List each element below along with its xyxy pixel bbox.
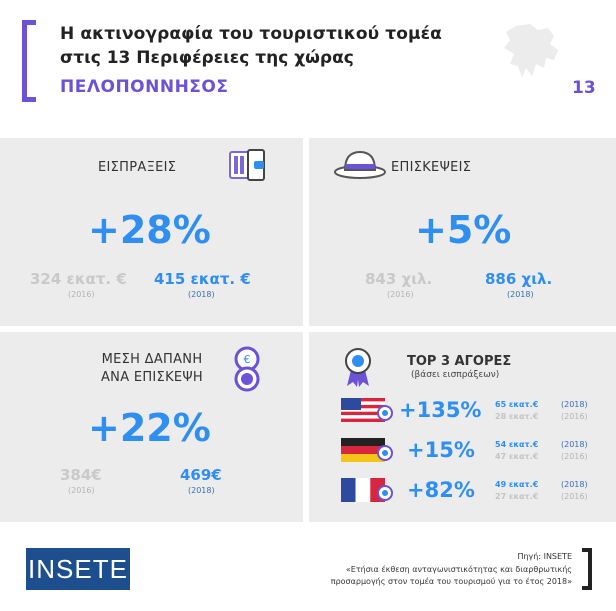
market-value-2016: 27 εκατ.€ xyxy=(495,492,539,501)
peloponnese-map-icon xyxy=(504,24,558,78)
footer-bracket xyxy=(582,548,592,590)
receipts-change: +28% xyxy=(88,208,211,252)
wallet-icon xyxy=(229,149,265,181)
usa-flag-icon xyxy=(341,398,393,422)
receipts-value-2016: 324 εκατ. € xyxy=(30,270,127,288)
spending-year-2016: (2016) xyxy=(68,486,95,495)
visits-label: ΕΠΙΣΚΕΨΕΙΣ xyxy=(391,160,472,175)
market-change: +135% xyxy=(399,398,482,422)
visits-change: +5% xyxy=(415,208,512,252)
header-bracket xyxy=(22,20,36,102)
spending-change: +22% xyxy=(88,406,211,450)
visits-value-2016: 843 χιλ. xyxy=(365,270,433,288)
receipts-label: ΕΙΣΠΡΑΞΕΙΣ xyxy=(98,160,177,175)
visits-year-2018: (2018) xyxy=(507,290,534,299)
receipts-year-2016: (2016) xyxy=(68,290,95,299)
france-flag-icon xyxy=(341,478,393,502)
source-report-line1: «Ετήσια έκθεση ανταγωνιστικότητας και δι… xyxy=(345,565,572,574)
germany-flag-icon xyxy=(341,438,393,462)
market-value-2016: 47 εκατ.€ xyxy=(495,452,539,461)
market-change: +15% xyxy=(407,438,475,462)
market-year-2018: (2018) xyxy=(561,480,588,489)
insete-logo: INSETE xyxy=(26,548,130,590)
svg-text:€: € xyxy=(244,353,251,366)
market-year-2016: (2016) xyxy=(561,412,588,421)
markets-panel: TOP 3 ΑΓΟΡΕΣ (βάσει εισπράξεων) +135% 65… xyxy=(309,332,616,522)
visits-value-2018: 886 χιλ. xyxy=(485,270,553,288)
page-title-line2: στις 13 Περιφέρειες της χώρας xyxy=(60,48,354,68)
market-value-2018: 49 εκατ.€ xyxy=(495,480,539,489)
spending-value-2016: 384€ xyxy=(60,466,102,484)
spending-panel: ΜΕΣΗ ΔΑΠΑΝΗ ΑΝΑ ΕΠΙΣΚΕΨΗ € +22% 384€ (20… xyxy=(0,332,303,522)
market-value-2018: 54 εκατ.€ xyxy=(495,440,539,449)
source-label: Πηγή: INSETE xyxy=(517,552,572,561)
visits-panel: ΕΠΙΣΚΕΨΕΙΣ +5% 843 χιλ. (2016) 886 χιλ. … xyxy=(309,138,616,326)
hat-icon xyxy=(334,150,386,179)
spending-value-2018: 469€ xyxy=(180,466,222,484)
receipts-year-2018: (2018) xyxy=(188,290,215,299)
markets-subtitle: (βάσει εισπράξεων) xyxy=(411,370,500,380)
coins-icon: € xyxy=(234,346,260,392)
market-year-2016: (2016) xyxy=(561,452,588,461)
market-value-2016: 28 εκατ.€ xyxy=(495,412,539,421)
spending-year-2018: (2018) xyxy=(188,486,215,495)
receipts-value-2018: 415 εκατ. € xyxy=(154,270,251,288)
market-change: +82% xyxy=(407,478,475,502)
award-icon xyxy=(345,348,371,387)
market-year-2018: (2018) xyxy=(561,400,588,409)
spending-label-line1: ΜΕΣΗ ΔΑΠΑΝΗ xyxy=(101,352,203,367)
visits-year-2016: (2016) xyxy=(387,290,414,299)
market-value-2018: 65 εκατ.€ xyxy=(495,400,539,409)
page-number: 13 xyxy=(572,78,596,98)
market-year-2018: (2018) xyxy=(561,440,588,449)
page-title-line1: Η ακτινογραφία του τουριστικού τομέα xyxy=(60,24,442,44)
region-name: ΠΕΛΟΠΟΝΝΗΣΟΣ xyxy=(60,77,229,97)
market-year-2016: (2016) xyxy=(561,492,588,501)
spending-label-line2: ΑΝΑ ΕΠΙΣΚΕΨΗ xyxy=(100,370,204,385)
source-report-line2: προσαρμογής στον τομέα του τουρισμού για… xyxy=(330,577,572,586)
markets-title: TOP 3 ΑΓΟΡΕΣ xyxy=(407,354,512,369)
receipts-panel: ΕΙΣΠΡΑΞΕΙΣ +28% 324 εκατ. € (2016) 415 ε… xyxy=(0,138,303,326)
